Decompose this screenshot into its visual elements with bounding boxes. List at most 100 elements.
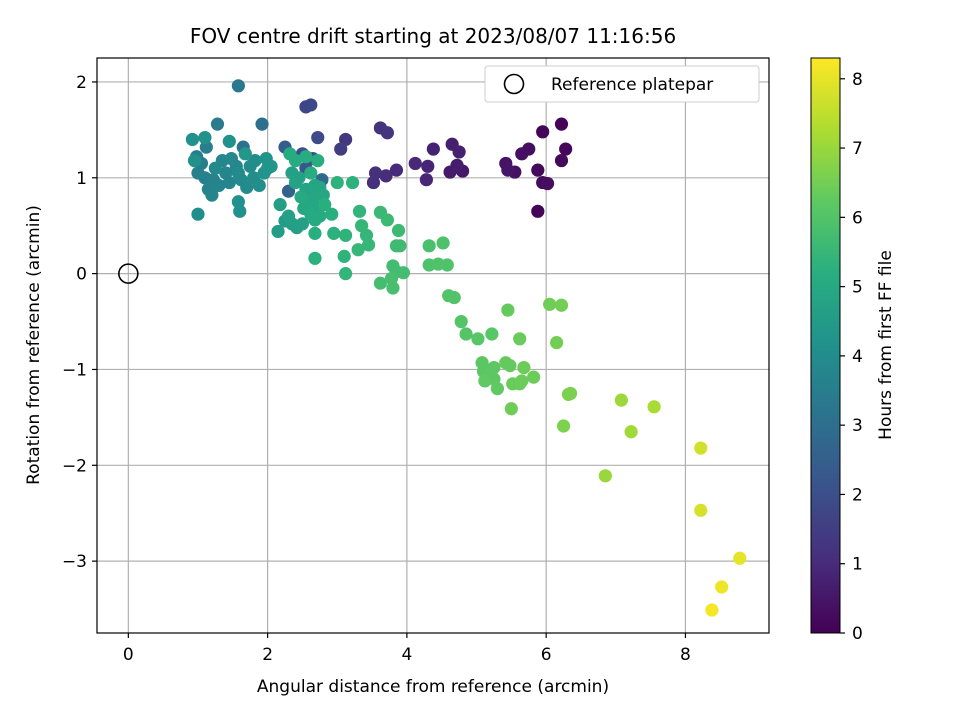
data-point bbox=[393, 239, 407, 253]
data-point bbox=[543, 297, 557, 311]
data-point bbox=[185, 132, 200, 147]
data-point bbox=[391, 223, 406, 238]
data-point bbox=[299, 150, 313, 164]
legend-marker bbox=[503, 73, 525, 95]
legend: Reference platepar bbox=[484, 65, 760, 103]
data-point bbox=[330, 175, 344, 190]
colorbar-tick-label: 2 bbox=[852, 485, 863, 505]
data-point bbox=[422, 239, 436, 253]
data-point bbox=[647, 400, 661, 414]
data-point bbox=[361, 238, 376, 252]
data-point bbox=[447, 290, 461, 305]
data-point bbox=[238, 147, 252, 161]
data-point bbox=[337, 249, 351, 263]
data-point bbox=[554, 298, 569, 312]
data-point bbox=[471, 332, 485, 346]
colorbar-tick-label: 3 bbox=[852, 416, 863, 436]
x-tick-label: 4 bbox=[401, 645, 412, 665]
data-point bbox=[308, 213, 322, 227]
data-point bbox=[198, 130, 212, 145]
data-point bbox=[598, 469, 612, 483]
data-points bbox=[185, 79, 747, 617]
data-point bbox=[281, 209, 296, 223]
data-point bbox=[715, 580, 729, 594]
data-point bbox=[327, 226, 341, 240]
y-tick-label: 2 bbox=[76, 73, 87, 93]
colorbar-tick-label: 6 bbox=[852, 208, 863, 228]
data-point bbox=[517, 360, 531, 375]
data-point bbox=[515, 374, 529, 388]
data-point bbox=[436, 236, 450, 250]
data-point bbox=[531, 163, 545, 177]
y-tick-label: 1 bbox=[76, 169, 87, 189]
data-point bbox=[222, 175, 236, 190]
data-point bbox=[389, 163, 404, 177]
data-point bbox=[295, 217, 310, 231]
data-point bbox=[426, 142, 440, 156]
y-tick-label: −3 bbox=[62, 552, 87, 572]
x-axis-label: Angular distance from reference (arcmin) bbox=[257, 677, 609, 697]
data-point bbox=[459, 327, 473, 341]
data-point bbox=[513, 332, 527, 346]
data-point bbox=[231, 195, 245, 209]
data-point bbox=[501, 303, 515, 317]
data-point bbox=[334, 142, 348, 156]
data-point bbox=[240, 180, 254, 194]
data-point bbox=[191, 207, 205, 221]
data-point bbox=[373, 276, 388, 290]
data-point bbox=[515, 147, 529, 161]
data-point bbox=[419, 173, 433, 187]
data-point bbox=[501, 163, 515, 177]
data-point bbox=[352, 204, 367, 218]
data-point bbox=[222, 134, 236, 148]
data-point bbox=[212, 178, 226, 193]
data-point bbox=[624, 425, 638, 439]
colorbar-tick-label: 5 bbox=[852, 278, 863, 298]
data-point bbox=[231, 79, 245, 93]
colorbar: 0 1 2 3 4 5 6 7 8 Hours from first FF file bbox=[810, 57, 896, 644]
data-point bbox=[308, 226, 322, 240]
reference-point bbox=[118, 263, 139, 284]
data-point bbox=[379, 169, 393, 183]
colorbar-tick-label: 1 bbox=[852, 555, 863, 575]
data-point bbox=[733, 551, 747, 565]
colorbar-tick-label: 4 bbox=[852, 347, 863, 367]
data-point bbox=[255, 117, 269, 131]
data-point bbox=[292, 171, 306, 185]
data-point bbox=[205, 188, 219, 202]
colorbar-tick-label: 8 bbox=[852, 70, 863, 90]
data-point bbox=[536, 125, 550, 139]
x-tick-label: 6 bbox=[541, 645, 552, 665]
plot-frame bbox=[96, 57, 770, 634]
data-point bbox=[540, 176, 555, 191]
colorbar-label: Hours from first FF file bbox=[876, 250, 896, 440]
data-point bbox=[487, 360, 501, 375]
data-point bbox=[452, 145, 466, 159]
data-point bbox=[554, 153, 569, 168]
data-point bbox=[339, 267, 353, 281]
x-axis-ticks: 0 2 4 6 8 bbox=[123, 633, 691, 665]
data-point bbox=[294, 190, 308, 204]
data-point bbox=[380, 126, 394, 140]
data-point bbox=[380, 213, 394, 227]
data-point bbox=[705, 603, 719, 617]
y-axis-label: Rotation from reference (arcmin) bbox=[24, 205, 44, 485]
data-point bbox=[210, 117, 225, 131]
colorbar-tick-label: 0 bbox=[852, 624, 863, 644]
data-point bbox=[554, 117, 569, 131]
data-point bbox=[384, 271, 399, 286]
x-tick-label: 8 bbox=[680, 645, 691, 665]
data-point bbox=[351, 243, 365, 257]
data-point bbox=[283, 147, 297, 161]
data-point bbox=[252, 178, 266, 193]
colorbar-tick-label: 7 bbox=[852, 139, 863, 159]
data-point bbox=[408, 156, 422, 171]
data-point bbox=[694, 441, 708, 455]
data-point bbox=[485, 327, 499, 341]
x-tick-label: 2 bbox=[262, 645, 273, 665]
reference-marker bbox=[118, 263, 139, 284]
data-point bbox=[421, 159, 435, 173]
colorbar-gradient bbox=[810, 57, 841, 634]
data-point bbox=[527, 370, 541, 384]
